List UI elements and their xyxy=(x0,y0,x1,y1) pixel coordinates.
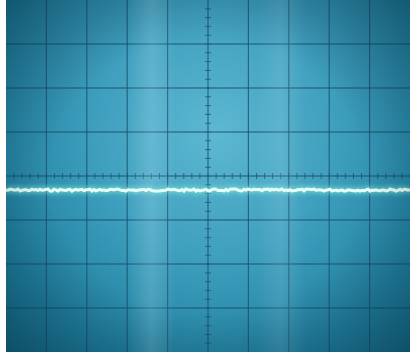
signal-trace xyxy=(6,184,410,196)
trace-line xyxy=(6,187,410,194)
oscilloscope-screen xyxy=(6,0,410,352)
graticule xyxy=(6,0,410,352)
graticule-center-ticks xyxy=(13,8,410,344)
